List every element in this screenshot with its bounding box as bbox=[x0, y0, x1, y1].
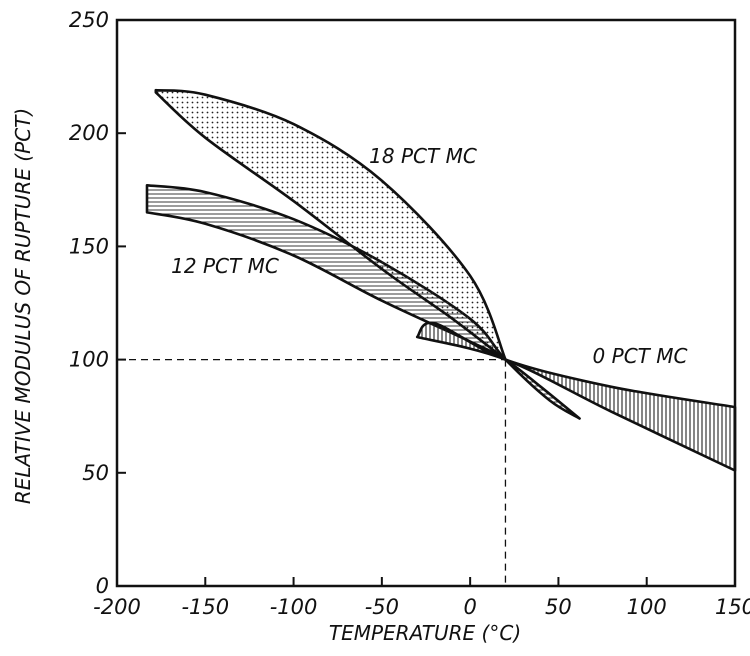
x-tick-label: -150 bbox=[181, 595, 229, 619]
x-tick-label: 0 bbox=[463, 595, 476, 619]
y-axis-title: RELATIVE MODULUS OF RUPTURE (PCT) bbox=[11, 108, 35, 504]
y-tick-label: 0 bbox=[96, 574, 109, 598]
bands bbox=[145, 88, 737, 472]
label-12-pct-mc: 12 PCT MC bbox=[171, 254, 279, 278]
x-tick-label: 50 bbox=[545, 595, 572, 619]
label-0-pct-mc: 0 PCT MC bbox=[593, 344, 688, 368]
y-axis: 0 50 100 150 200 250 bbox=[69, 8, 126, 598]
band-labels: 18 PCT MC 12 PCT MC 0 PCT MC bbox=[171, 144, 687, 368]
label-18-pct-mc: 18 PCT MC bbox=[369, 144, 477, 168]
band-18-pct-mc bbox=[154, 88, 507, 361]
y-tick-label: 50 bbox=[82, 461, 109, 485]
reference-lines bbox=[117, 358, 507, 586]
y-tick-label: 100 bbox=[69, 348, 109, 372]
plot-frame bbox=[115, 18, 737, 588]
x-tick-label: -50 bbox=[365, 595, 399, 619]
y-tick-label: 200 bbox=[69, 121, 109, 145]
x-tick-label: 150 bbox=[715, 595, 750, 619]
plot-border bbox=[115, 18, 737, 588]
x-tick-label: 100 bbox=[627, 595, 667, 619]
y-tick-label: 150 bbox=[69, 234, 109, 258]
band-12-pct-mc bbox=[145, 184, 581, 420]
y-tick-label: 250 bbox=[69, 8, 109, 32]
x-axis: -200 -150 -100 -50 0 50 100 150 bbox=[93, 577, 750, 619]
x-tick-label: -200 bbox=[93, 595, 141, 619]
band-0-pct-mc bbox=[415, 321, 737, 472]
x-tick-label: -100 bbox=[270, 595, 318, 619]
x-axis-title: TEMPERATURE (°C) bbox=[329, 621, 521, 645]
